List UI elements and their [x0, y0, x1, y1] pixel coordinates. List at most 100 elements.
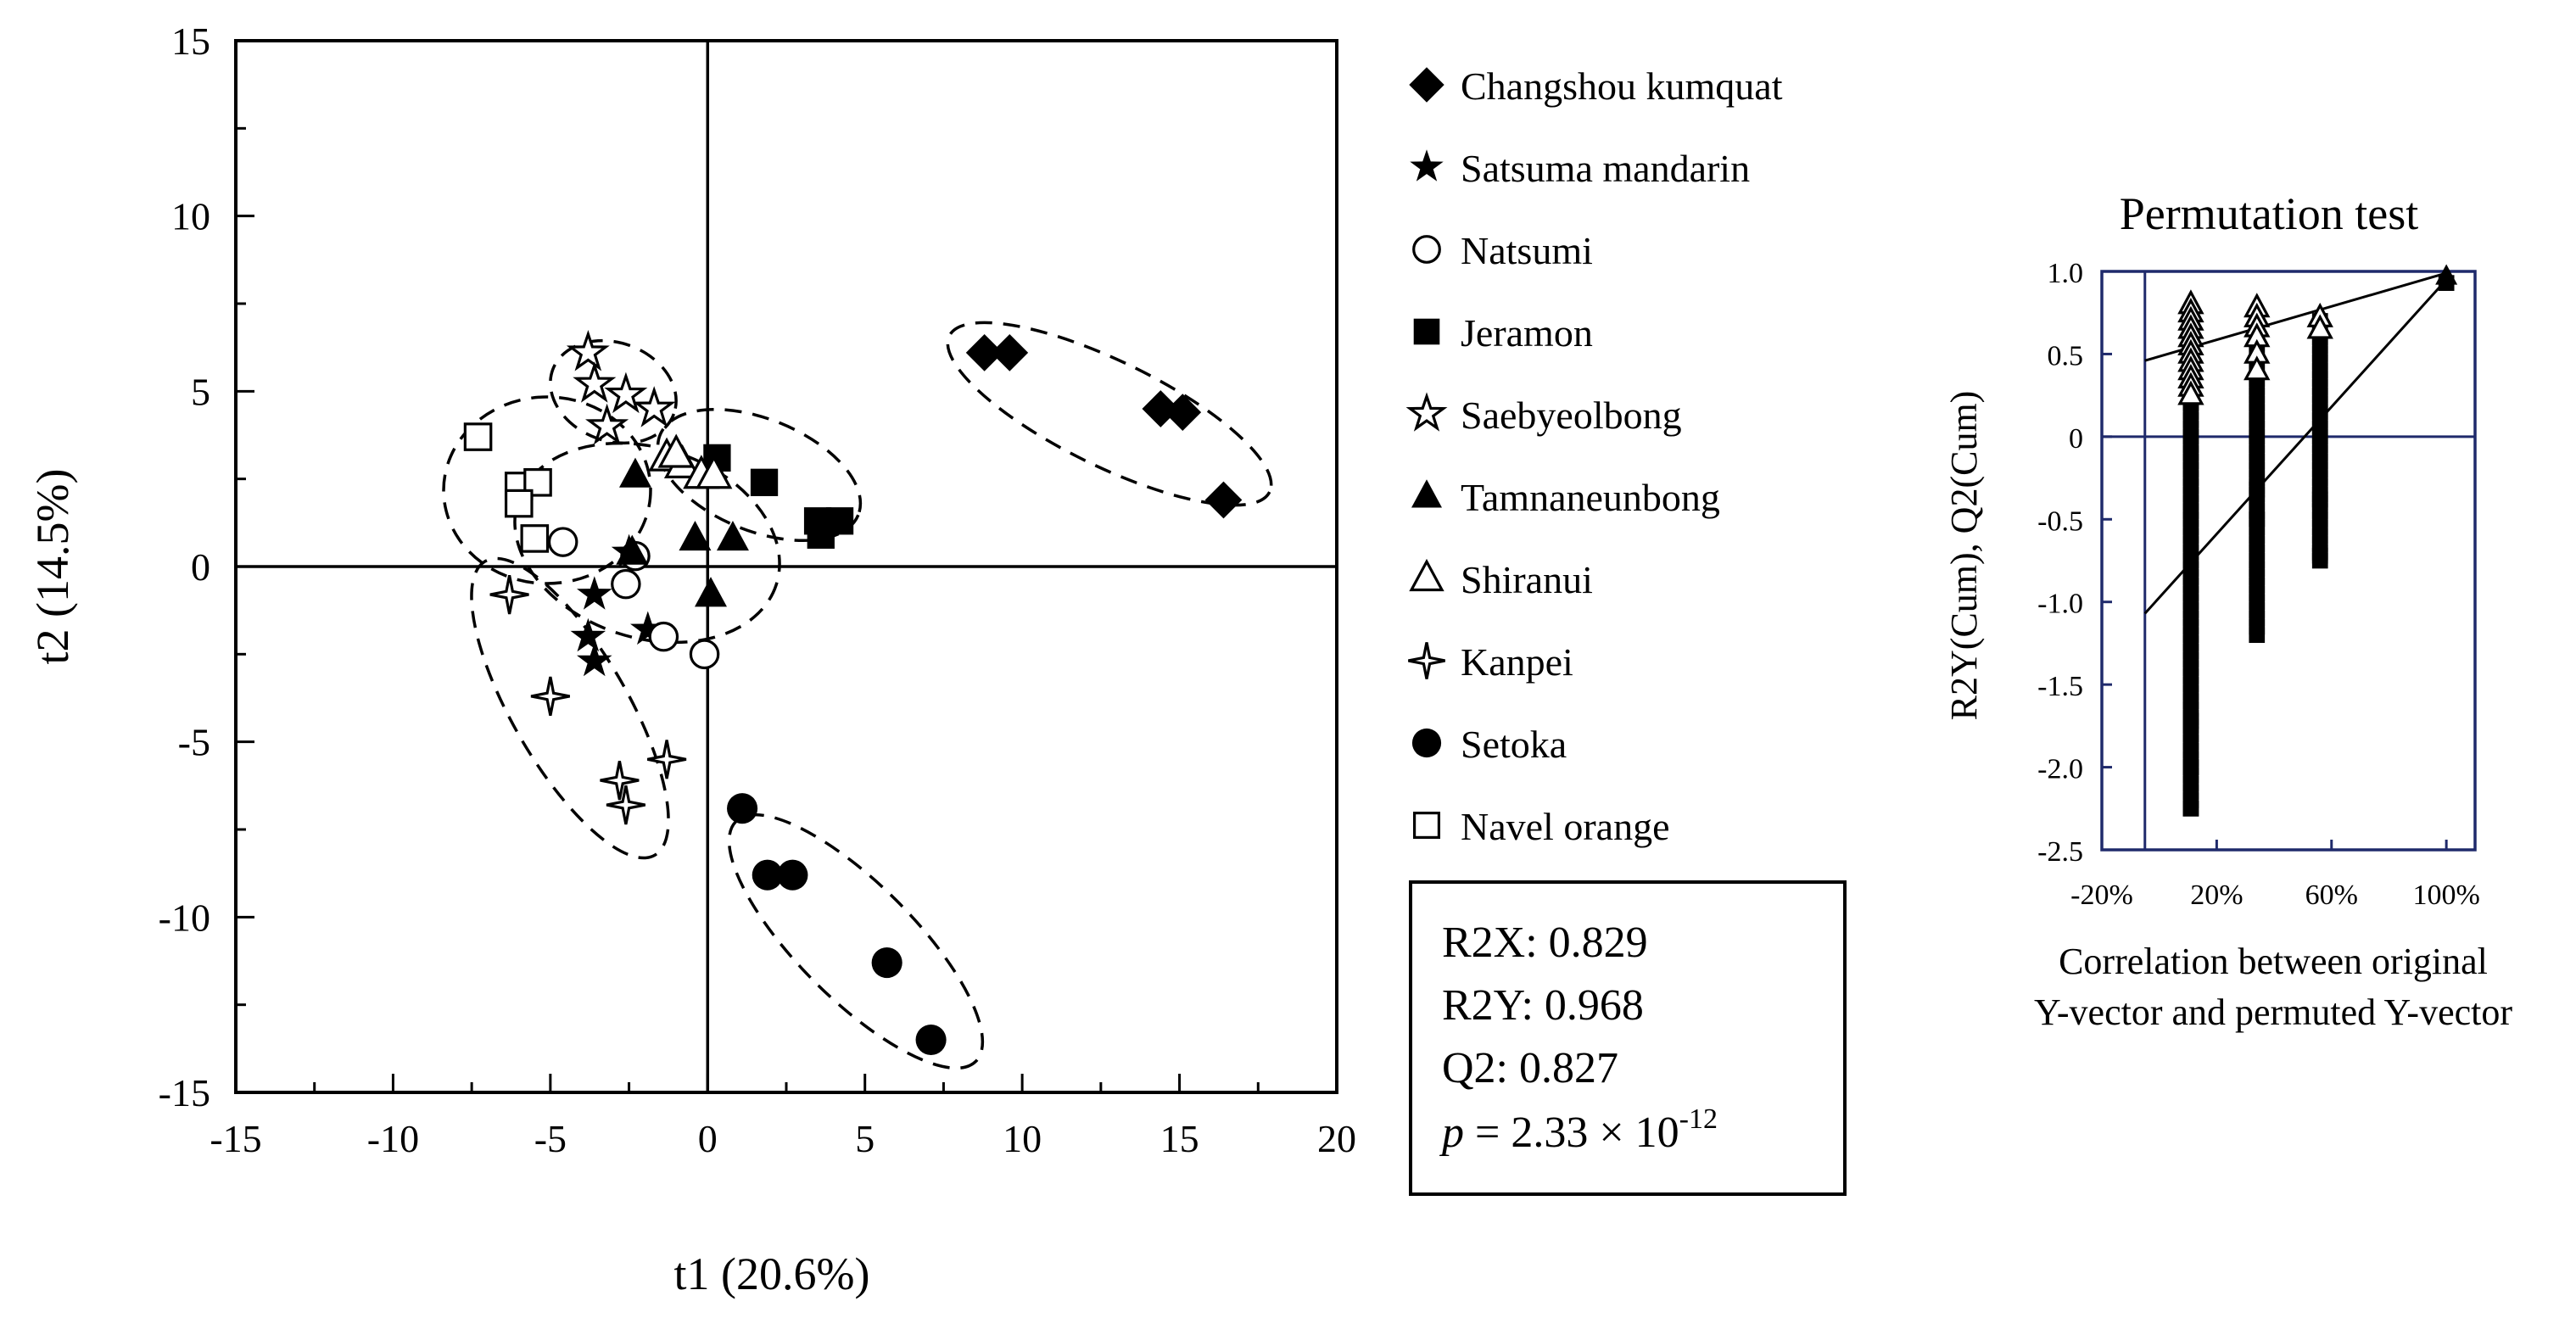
- point-setoka: [777, 859, 808, 891]
- series-q2-cum: [2182, 275, 2455, 817]
- series-saebyeolbong: [566, 330, 676, 445]
- ellipse-jeramon: [656, 407, 863, 543]
- legend-label: Kanpei: [1461, 640, 1573, 684]
- point-kanpei: [489, 574, 529, 615]
- point-shiranui: [657, 433, 695, 468]
- score-y-tick-label: 10: [171, 195, 210, 238]
- point-changshou-kumquat: [1164, 394, 1202, 431]
- permutation-y-tick-label: -1.0: [2037, 589, 2083, 620]
- point-saebyeolbong: [573, 361, 617, 403]
- score-x-tick-label: 15: [1160, 1117, 1199, 1160]
- point-setoka: [752, 859, 783, 891]
- permutation-x-tick-label: 100%: [2412, 880, 2479, 911]
- legend-label: Setoka: [1461, 723, 1567, 766]
- ellipse-navel-orange: [442, 395, 652, 585]
- score-x-tick-label: 10: [1003, 1117, 1042, 1160]
- score-y-tick-label: -10: [159, 896, 210, 939]
- legend: Changshou kumquat Satsuma mandarin Natsumi…: [1405, 64, 1783, 848]
- point-jeramon: [750, 468, 779, 496]
- point-jeramon: [807, 521, 835, 549]
- permutation-y-axis-label: R2Y(Cum), Q2(Cum): [1943, 391, 1985, 721]
- point-saebyeolbong: [566, 330, 610, 371]
- series-setoka: [727, 793, 947, 1056]
- point-satsuma-mandarin: [577, 576, 612, 610]
- series-r2y-cum: [2177, 264, 2458, 405]
- legend-marker-satsuma-mandarin: [1410, 149, 1444, 182]
- r2x-stat: R2X: 0.829: [1442, 919, 1648, 967]
- legend-marker-setoka: [1411, 728, 1442, 758]
- legend-item-tamnaneunbong: Tamnaneunbong: [1411, 476, 1720, 519]
- permutation-y-tick-label: -0.5: [2037, 505, 2083, 537]
- legend-marker-saebyeolbong: [1405, 392, 1448, 432]
- ellipse-changshou-kumquat: [946, 321, 1273, 507]
- point-q2-cum-outlier: [2311, 547, 2328, 564]
- point-tamnaneunbong: [694, 577, 727, 607]
- legend-marker-navel-orange: [1412, 811, 1440, 839]
- legend-marker-natsumi: [1412, 235, 1441, 264]
- point-saebyeolbong: [632, 386, 676, 427]
- point-q2-cum-outlier: [2182, 800, 2199, 817]
- score-y-tick-label: -15: [159, 1071, 210, 1114]
- permutation-y-tick-label: -1.5: [2037, 671, 2083, 702]
- stats-box-frame: [1409, 880, 1847, 1196]
- legend-label: Saebyeolbong: [1461, 394, 1682, 437]
- point-navel-orange: [504, 489, 534, 518]
- point-saebyeolbong: [604, 371, 648, 414]
- score-tick-labels: -15 -10 -5 0 5 10 15 20 15 10 5 0 -5 -10 -15: [159, 20, 1356, 1160]
- score-points: [463, 330, 1243, 1056]
- score-y-tick-label: -5: [178, 721, 210, 764]
- point-setoka: [871, 947, 902, 979]
- permutation-plot-frame: [2100, 270, 2477, 852]
- series-tamnaneunbong: [616, 457, 749, 607]
- p-symbol: p: [1439, 1109, 1464, 1157]
- permutation-y-tick-label: 0.5: [2048, 340, 2084, 371]
- point-q2-cum-outlier: [2249, 511, 2266, 528]
- point-changshou-kumquat: [991, 334, 1029, 371]
- point-tamnaneunbong: [616, 534, 649, 565]
- point-r2y-cum: [2177, 380, 2204, 405]
- legend-label: Navel orange: [1461, 805, 1670, 848]
- point-shiranui: [696, 455, 733, 489]
- point-navel-orange: [523, 467, 552, 497]
- point-natsumi: [689, 639, 720, 670]
- legend-item-navel-orange: Navel orange: [1412, 805, 1670, 848]
- legend-item-changshou-kumquat: Changshou kumquat: [1409, 64, 1783, 108]
- score-x-tick-label: 5: [855, 1117, 874, 1160]
- permutation-x-axis-label-line1: Correlation between original: [2059, 941, 2488, 982]
- score-x-tick-label: 0: [698, 1117, 718, 1160]
- score-origin-lines: [236, 41, 1337, 1092]
- legend-label: Shiranui: [1461, 558, 1593, 601]
- permutation-x-tick-label: -20%: [2070, 880, 2133, 911]
- point-setoka: [727, 793, 758, 824]
- series-kanpei: [489, 574, 687, 825]
- point-kanpei: [606, 785, 646, 825]
- score-x-axis-label: t1 (20.6%): [674, 1248, 870, 1299]
- stats-box: R2X: 0.829 R2Y: 0.968 Q2: 0.827 p = 2.33…: [1409, 880, 1847, 1196]
- legend-label: Natsumi: [1461, 229, 1593, 272]
- point-q2-cum-outlier: [2249, 481, 2266, 498]
- q2-stat: Q2: 0.827: [1442, 1044, 1618, 1092]
- point-tamnaneunbong: [716, 521, 749, 551]
- r2y-stat: R2Y: 0.968: [1442, 981, 1644, 1030]
- permutation-plot: Permutation test 1.0 0.5 0 -0.5 -1.0 -1.5 -2.0…: [1943, 188, 2512, 1033]
- series-jeramon: [703, 444, 854, 549]
- point-satsuma-mandarin: [577, 642, 612, 677]
- legend-item-kanpei: Kanpei: [1408, 640, 1573, 684]
- point-q2-cum-outlier: [2182, 712, 2199, 729]
- point-natsumi: [648, 621, 679, 652]
- legend-item-shiranui: Shiranui: [1409, 558, 1593, 601]
- point-satsuma-mandarin: [570, 617, 606, 652]
- legend-marker-changshou-kumquat: [1409, 67, 1444, 103]
- permutation-y-tick-label: 1.0: [2048, 258, 2084, 289]
- legend-item-saebyeolbong: Saebyeolbong: [1405, 392, 1682, 437]
- point-kanpei: [646, 740, 687, 779]
- p-value-stat: p = 2.33 × 10-12: [1439, 1103, 1718, 1157]
- legend-marker-kanpei: [1408, 642, 1445, 679]
- permutation-x-tick-label: 20%: [2190, 880, 2243, 911]
- legend-marker-shiranui: [1409, 558, 1444, 592]
- score-y-axis-label: t2 (14.5%): [27, 469, 78, 665]
- legend-item-jeramon: Jeramon: [1413, 311, 1593, 355]
- p-value-text: = 2.33 × 10: [1464, 1109, 1679, 1157]
- permutation-y-tick-label: -2.5: [2037, 836, 2083, 868]
